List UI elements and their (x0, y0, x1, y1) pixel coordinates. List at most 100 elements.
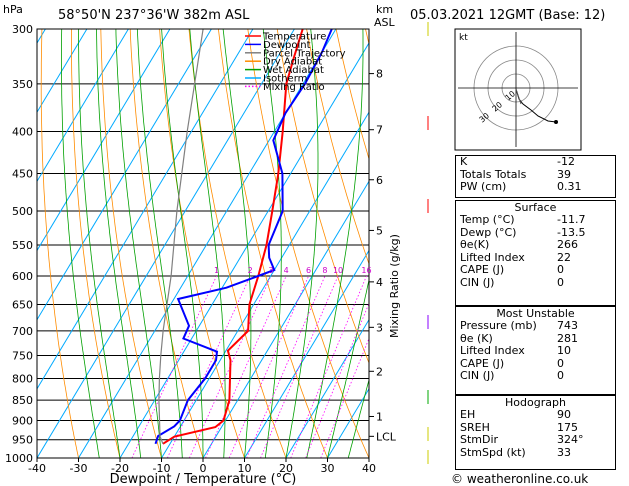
surface-panel: Surface Temp (°C) -11.7 Dewp (°C) -13.5 θe(K… (455, 200, 616, 306)
legend-label: Parcel Trajectory (263, 48, 346, 59)
mixing-ratio-line (167, 275, 251, 458)
indices-panel: K -12 Totals Totals 39 PW (cm) 0.31 (455, 155, 616, 198)
copyright: © weatheronline.co.uk (451, 472, 588, 486)
dry-adiabat (306, 29, 369, 266)
index-label: PW (cm) (460, 180, 507, 194)
altitude-tick-label: 6 (376, 174, 383, 187)
index-value: -12 (557, 155, 575, 168)
altitude-tick-label: 2 (376, 365, 383, 378)
index-label: θe (K) (460, 331, 493, 345)
mixing-ratio-label: 10 (333, 266, 343, 275)
index-value: -13.5 (557, 225, 586, 239)
series-dewpoint (154, 29, 333, 445)
dry-adiabat (276, 29, 369, 364)
surface-title: Surface (514, 201, 557, 214)
index-value: 0 (557, 275, 564, 289)
index-row: K -12 (456, 155, 615, 169)
index-row: Lifted Index 10 (456, 345, 615, 358)
isotherm (202, 180, 369, 458)
wet-adiabat (96, 29, 142, 458)
index-row: Lifted Index 22 (456, 250, 615, 265)
wet-adiabat (327, 278, 369, 458)
asl-label: ASL (374, 16, 396, 29)
index-label: CAPE (J) (460, 263, 505, 277)
isotherm (119, 42, 369, 458)
index-row: Totals Totals 39 (456, 167, 615, 182)
hodograph-title: Hodograph (505, 396, 566, 409)
index-row: Dewp (°C) -13.5 (456, 225, 615, 240)
isotherm (37, 29, 88, 114)
x-tick-label: 0 (200, 462, 207, 475)
index-label: CIN (J) (460, 369, 495, 383)
datetime-title: 05.03.2021 12GMT (Base: 12) (410, 8, 605, 23)
index-value: 10 (557, 344, 571, 358)
pressure-tick-350: 350 (12, 78, 33, 91)
altitude-tick-label: 7 (376, 124, 383, 137)
index-label: Dewp (°C) (460, 225, 517, 239)
dry-adiabat (247, 29, 369, 458)
pressure-unit-label: hPa (3, 3, 23, 16)
dry-adiabat (129, 29, 204, 458)
legend-label: Temperature (262, 32, 326, 43)
x-tick-label: 40 (362, 462, 376, 475)
index-label: StmSpd (kt) (460, 445, 526, 459)
wet-adiabat (161, 29, 204, 458)
dry-adiabat (100, 29, 162, 458)
index-row: CIN (J) 0 (456, 275, 615, 290)
index-row: SREH 175 (456, 420, 615, 435)
most-unstable-panel: Most Unstable Pressure (mb) 743 θe (K) 281 L… (455, 306, 616, 395)
pressure-tick-550: 550 (12, 239, 33, 252)
pressure-tick-500: 500 (12, 205, 33, 218)
isotherm (285, 318, 369, 458)
index-value: 0 (557, 263, 564, 277)
mixing-ratio-axis-title: Mixing Ratio (g/kg) (388, 234, 401, 338)
index-label: EH (460, 408, 476, 421)
mixing-ratio-label: 6 (306, 266, 311, 275)
index-value: 22 (557, 250, 571, 264)
pressure-tick-950: 950 (12, 434, 33, 447)
x-tick-label: -40 (28, 462, 46, 475)
mixing-ratio-line (131, 275, 217, 458)
x-tick-label: -10 (153, 462, 171, 475)
index-value: -11.7 (557, 213, 586, 226)
index-value: 90 (557, 408, 571, 421)
index-label: Totals Totals (460, 167, 527, 181)
hodograph-storm-vector (515, 88, 522, 105)
mixing-ratio-line (260, 275, 339, 458)
index-row: PW (cm) 0.31 (456, 181, 615, 194)
isotherm (37, 29, 295, 458)
x-tick-label: -20 (111, 462, 129, 475)
index-label: Temp (°C) (460, 213, 515, 226)
isotherm (244, 249, 369, 458)
mixing-ratio-label: 4 (284, 266, 289, 275)
index-row: StmDir 324° (456, 434, 615, 447)
index-value: 175 (557, 420, 578, 434)
index-value: 324° (557, 433, 584, 447)
mixing-ratio-label: 16 (361, 266, 371, 275)
index-value: 266 (557, 238, 578, 252)
index-row: EH 90 (456, 408, 615, 422)
pressure-tick-900: 900 (12, 414, 33, 427)
altitude-tick-label: 8 (376, 68, 383, 81)
legend-label: Wet Adiabat (263, 65, 324, 76)
hodograph: kt 10 20 30 (454, 28, 582, 151)
mixing-ratio-line (189, 275, 272, 458)
index-row: Pressure (mb) 743 (456, 319, 615, 333)
index-row: CAPE (J) 0 (456, 357, 615, 371)
index-row: StmSpd (kt) 33 (456, 445, 615, 460)
series-temperature (162, 29, 304, 445)
wet-adiabat (285, 29, 319, 458)
hodograph-end-point (554, 120, 558, 124)
x-axis-title: Dewpoint / Temperature (°C) (110, 472, 297, 486)
hodograph-panel: Hodograph EH 90 SREH 175 StmDir 324° StmSpd (k… (455, 395, 616, 470)
x-tick-label: 30 (321, 462, 335, 475)
index-row: Temp (°C) -11.7 (456, 213, 615, 227)
wet-adiabat (222, 29, 252, 458)
index-row: CAPE (J) 0 (456, 264, 615, 277)
isotherm (161, 111, 369, 458)
index-value: 39 (557, 167, 571, 181)
pressure-tick-300: 300 (12, 23, 33, 36)
mixing-ratio-line (228, 275, 309, 458)
mixing-ratio-label: 3 (268, 266, 273, 275)
x-tick-label: 20 (279, 462, 293, 475)
